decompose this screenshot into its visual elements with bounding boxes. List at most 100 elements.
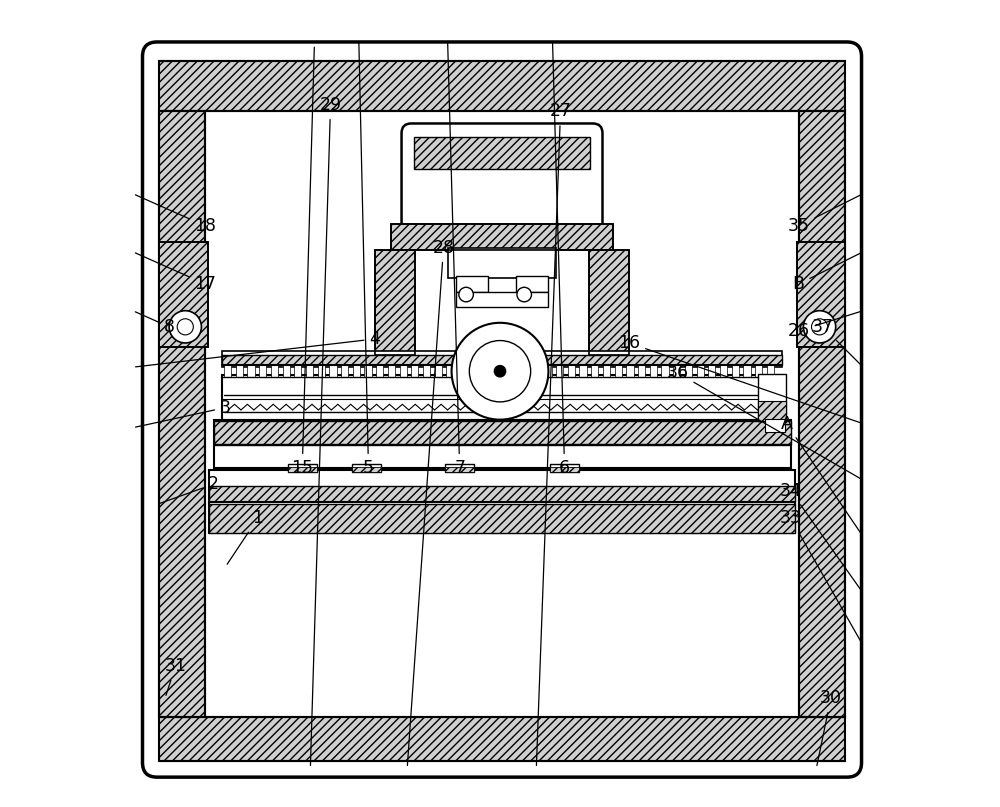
Bar (209, 486, 795, 502)
Bar (732, 365, 739, 377)
Bar (758, 374, 786, 421)
Bar (755, 365, 762, 377)
Bar (236, 365, 243, 377)
Text: 30: 30 (817, 689, 842, 766)
Bar (797, 242, 845, 347)
Circle shape (517, 287, 531, 302)
Bar (661, 365, 669, 377)
Bar (589, 250, 629, 355)
Bar (568, 365, 575, 377)
Bar (214, 421, 791, 444)
Bar (603, 365, 610, 377)
Text: 16: 16 (618, 334, 861, 423)
Bar (445, 464, 474, 472)
Text: 6: 6 (553, 41, 570, 477)
Bar (288, 467, 317, 472)
Bar (765, 419, 785, 432)
Bar (329, 365, 337, 377)
Bar (388, 365, 395, 377)
FancyBboxPatch shape (402, 123, 602, 236)
Bar (222, 355, 782, 365)
Bar (556, 365, 563, 377)
Circle shape (494, 366, 506, 377)
Bar (400, 365, 407, 377)
Bar (209, 470, 795, 504)
Text: B: B (793, 253, 861, 293)
Bar (352, 464, 381, 472)
Bar (288, 464, 317, 472)
Bar (224, 365, 231, 377)
Bar (159, 242, 208, 347)
Bar (375, 250, 415, 355)
Bar (720, 365, 727, 377)
Text: 18: 18 (135, 194, 216, 235)
Text: 29: 29 (310, 96, 342, 766)
Bar (685, 365, 692, 377)
Circle shape (812, 319, 828, 335)
Text: 34: 34 (780, 482, 862, 591)
Text: 1: 1 (227, 509, 263, 564)
Text: 2: 2 (160, 475, 219, 504)
Bar (352, 467, 381, 472)
Bar (445, 467, 474, 472)
Text: 26: 26 (788, 312, 861, 340)
Bar (159, 717, 845, 761)
Circle shape (169, 311, 201, 343)
Text: 37: 37 (812, 318, 861, 366)
Bar (318, 365, 325, 377)
Bar (708, 365, 715, 377)
Circle shape (177, 319, 193, 335)
Bar (159, 242, 208, 347)
Bar (159, 61, 845, 111)
Bar (626, 365, 634, 377)
Bar (376, 365, 383, 377)
Bar (341, 365, 348, 377)
Bar (650, 365, 657, 377)
Bar (364, 365, 372, 377)
Text: 28: 28 (407, 239, 455, 766)
Bar (767, 365, 774, 377)
Text: A: A (781, 415, 862, 534)
Text: 36: 36 (666, 364, 861, 479)
Bar (743, 365, 751, 377)
Bar (391, 224, 613, 250)
FancyBboxPatch shape (200, 106, 804, 724)
Bar (306, 365, 313, 377)
FancyBboxPatch shape (142, 42, 862, 777)
Text: 3: 3 (136, 399, 231, 427)
Bar (435, 365, 442, 377)
Bar (456, 292, 548, 307)
Bar (423, 365, 430, 377)
Text: 33: 33 (780, 509, 862, 643)
Text: 4: 4 (136, 330, 380, 367)
Bar (271, 365, 278, 377)
Bar (591, 365, 598, 377)
Bar (222, 351, 782, 367)
Bar (638, 365, 645, 377)
Text: 5: 5 (359, 41, 374, 477)
Bar (697, 365, 704, 377)
Bar (259, 365, 266, 377)
Bar (209, 504, 795, 533)
Bar (758, 401, 786, 421)
Bar (448, 248, 556, 278)
Circle shape (803, 311, 836, 343)
Text: 31: 31 (165, 657, 187, 696)
Text: 15: 15 (291, 47, 314, 477)
Bar (579, 365, 587, 377)
Bar (391, 224, 613, 250)
Bar (353, 365, 360, 377)
Bar (214, 420, 791, 468)
Text: 8: 8 (135, 312, 175, 336)
Bar (159, 111, 205, 717)
Bar (411, 365, 418, 377)
Circle shape (452, 323, 548, 420)
Bar (294, 365, 301, 377)
Bar (589, 250, 629, 355)
Bar (456, 276, 488, 292)
Bar (550, 467, 579, 472)
Bar (446, 365, 454, 377)
Bar (283, 365, 290, 377)
Bar (544, 365, 552, 377)
Bar (550, 464, 579, 472)
